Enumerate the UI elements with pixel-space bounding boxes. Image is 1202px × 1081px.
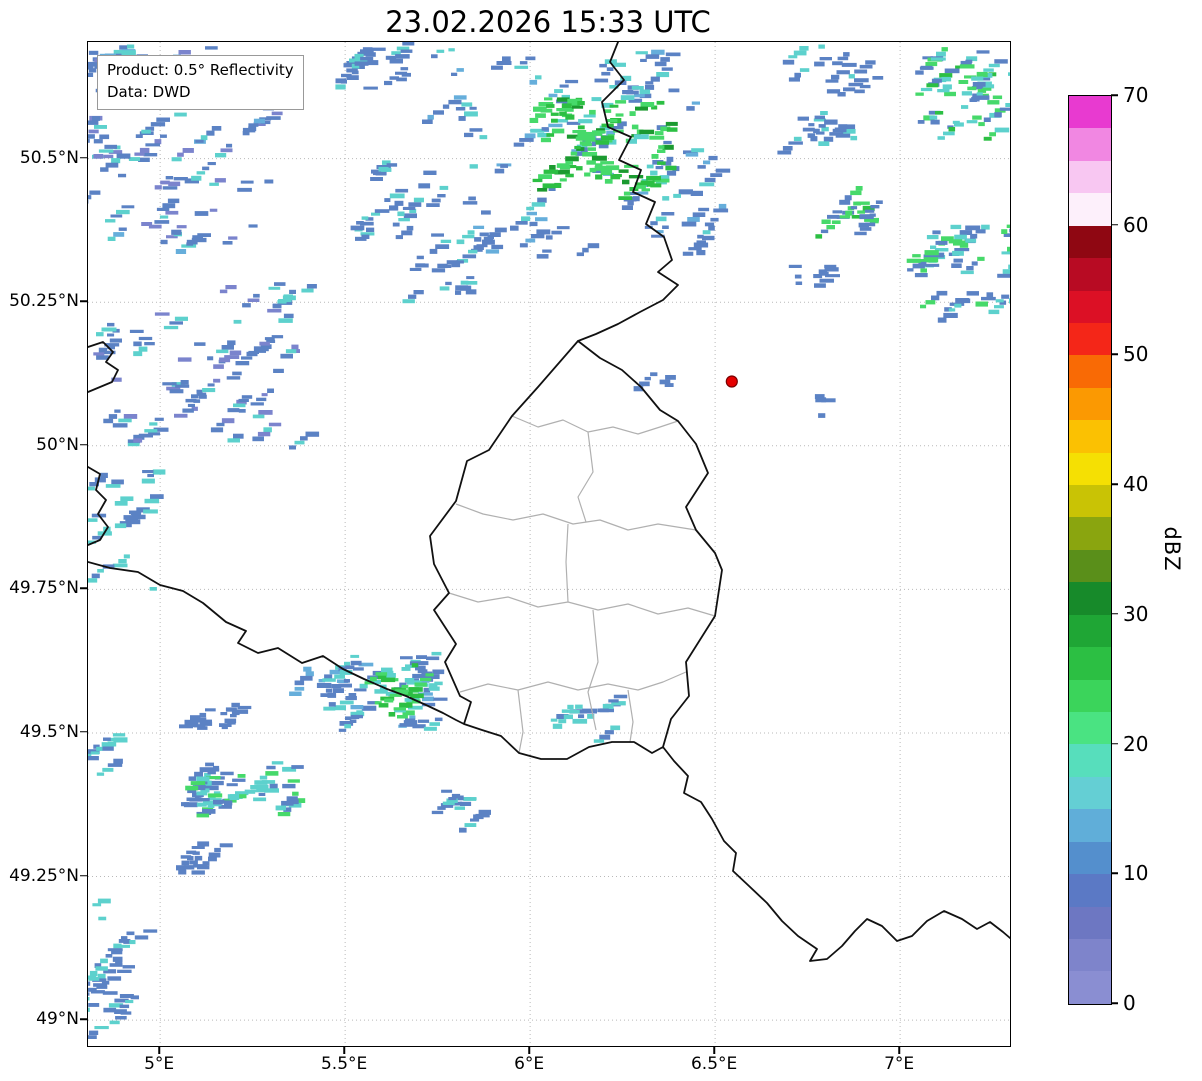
colorbar-segment	[1069, 809, 1111, 842]
y-tick-label: 50°N	[36, 434, 79, 455]
colorbar-segment	[1069, 744, 1111, 777]
colorbar-segment	[1069, 452, 1111, 486]
colorbar-segment	[1069, 225, 1111, 259]
x-tick-label: 6°E	[514, 1054, 545, 1074]
y-tick-label: 49.25°N	[9, 865, 79, 886]
colorbar-segment	[1069, 647, 1111, 680]
colorbar-segment	[1069, 776, 1111, 810]
y-tick	[80, 1018, 87, 1020]
x-tick-label: 5.5°E	[320, 1054, 368, 1074]
x-tick	[158, 1046, 160, 1054]
product-line: Product: 0.5° Reflectivity	[107, 61, 294, 79]
colorbar-tick	[1111, 94, 1118, 96]
colorbar-segment	[1069, 420, 1111, 453]
colorbar-tick-label: 20	[1123, 731, 1149, 756]
colorbar-tick-label: 70	[1123, 83, 1149, 107]
colorbar-segment	[1069, 679, 1111, 713]
y-tick-label: 49°N	[36, 1009, 79, 1030]
colorbar-segment	[1069, 258, 1111, 291]
y-tick-label: 50.5°N	[19, 147, 79, 168]
y-tick	[80, 444, 87, 446]
colorbar-segment	[1069, 614, 1111, 648]
data-source-line: Data: DWD	[107, 82, 191, 101]
colorbar-tick-label: 30	[1123, 601, 1149, 626]
x-tick-label: 5°E	[144, 1054, 175, 1074]
y-tick	[80, 587, 87, 590]
y-tick	[80, 156, 87, 159]
colorbar-segment	[1069, 193, 1111, 226]
gridlines	[88, 42, 1010, 1046]
product-info-box: Product: 0.5° Reflectivity Data: DWD	[97, 55, 304, 110]
y-tick-label: 50.25°N	[9, 291, 79, 312]
y-tick	[80, 300, 87, 302]
x-tick-label: 6.5°E	[690, 1054, 738, 1074]
colorbar-segment	[1069, 96, 1111, 129]
colorbar	[1068, 95, 1112, 1005]
colorbar-segment	[1069, 485, 1111, 518]
district-borders	[448, 415, 716, 754]
colorbar-tick-label: 60	[1123, 212, 1149, 237]
x-tick	[898, 1046, 900, 1054]
map-plot: Product: 0.5° Reflectivity Data: DWD	[87, 41, 1011, 1047]
colorbar-tick	[1111, 742, 1118, 745]
colorbar-tick-label: 40	[1123, 472, 1149, 497]
colorbar-axis-label: dBZ	[1160, 526, 1184, 572]
colorbar-segment	[1069, 549, 1111, 583]
x-tick-label: 7°E	[884, 1054, 915, 1074]
radar-echoes	[88, 42, 1010, 1039]
national-borders	[88, 42, 1010, 962]
y-tick	[80, 731, 87, 733]
colorbar-segment	[1069, 712, 1111, 745]
colorbar-tick	[1111, 872, 1118, 875]
map-canvas	[88, 42, 1010, 1046]
colorbar-segment	[1069, 938, 1111, 972]
colorbar-segment	[1069, 517, 1111, 550]
colorbar-tick-label: 50	[1123, 342, 1149, 367]
x-tick	[713, 1046, 715, 1054]
colorbar-tick	[1111, 1002, 1118, 1004]
colorbar-segment	[1069, 290, 1111, 323]
colorbar-segment	[1069, 582, 1111, 615]
x-tick	[528, 1046, 530, 1054]
colorbar-segment	[1069, 874, 1111, 907]
colorbar-segment	[1069, 971, 1111, 1004]
colorbar-segment	[1069, 355, 1111, 388]
colorbar-segment	[1069, 160, 1111, 194]
colorbar-tick	[1111, 483, 1118, 485]
x-tick	[343, 1046, 345, 1054]
colorbar-tick-label: 0	[1123, 991, 1136, 1015]
colorbar-segment	[1069, 906, 1111, 939]
y-tick-label: 49.75°N	[9, 578, 79, 599]
colorbar-segment	[1069, 841, 1111, 875]
borders-layer	[88, 42, 1010, 962]
colorbar-segment	[1069, 128, 1111, 161]
station-marker	[725, 375, 738, 388]
colorbar-tick	[1111, 223, 1118, 226]
colorbar-tick	[1111, 613, 1118, 615]
colorbar-segment	[1069, 387, 1111, 421]
y-tick	[80, 874, 87, 877]
colorbar-tick-label: 10	[1123, 861, 1149, 886]
figure-title: 23.02.2026 15:33 UTC	[385, 5, 711, 39]
colorbar-tick	[1111, 353, 1118, 356]
colorbar-segment	[1069, 322, 1111, 356]
y-tick-label: 49.5°N	[19, 721, 79, 742]
